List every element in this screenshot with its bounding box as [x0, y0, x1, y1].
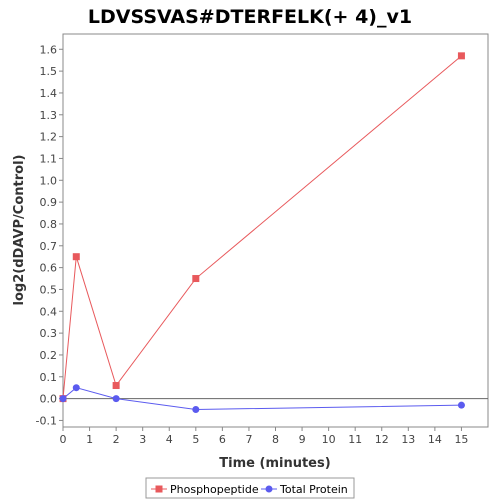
- x-tick-label: 4: [166, 433, 173, 446]
- data-point: [72, 384, 80, 392]
- y-tick-label: 1.5: [40, 65, 58, 78]
- x-axis-label: Time (minutes): [219, 456, 330, 471]
- x-tick-label: 2: [113, 433, 120, 446]
- x-tick-label: 9: [299, 433, 306, 446]
- y-tick-label: 0.3: [40, 327, 58, 340]
- data-point: [59, 395, 67, 403]
- y-axis: -0.1 0.0 0.1 0.2 0.3 0.4 0.5 0.6 0.7 0.8 0.9 1.0 1.1…: [36, 43, 63, 427]
- x-tick-label: 6: [219, 433, 226, 446]
- x-tick-label: 0: [60, 433, 67, 446]
- legend-label: Phosphopeptide: [170, 483, 259, 496]
- y-axis-label: log2(dDAVP/Control): [12, 155, 27, 306]
- legend-label: Total Protein: [279, 483, 348, 496]
- y-tick-label: 1.0: [40, 174, 58, 187]
- x-tick-label: 8: [272, 433, 279, 446]
- data-point: [112, 395, 120, 403]
- series-layer: [59, 52, 465, 414]
- data-point: [457, 401, 465, 409]
- y-tick-label: 0.2: [40, 349, 58, 362]
- x-tick-label: 13: [401, 433, 415, 446]
- y-tick-label: 0.6: [40, 262, 58, 275]
- x-axis: 0 1 2 3 4 5 6 7 8 9 10 11 12 13 14 15: [60, 427, 468, 446]
- chart-title: LDVSSVAS#DTERFELK(+ 4)_v1: [88, 6, 412, 28]
- legend-marker: [265, 485, 273, 493]
- y-tick-label: -0.1: [36, 414, 57, 427]
- legend-box: [145, 477, 355, 499]
- x-tick-label: 3: [139, 433, 146, 446]
- x-tick-label: 5: [192, 433, 199, 446]
- x-tick-label: 7: [245, 433, 252, 446]
- y-tick-label: 0.5: [40, 283, 58, 296]
- legend: Phosphopeptide Total Protein: [145, 477, 355, 499]
- data-point: [72, 253, 80, 261]
- plot-area: [62, 33, 489, 428]
- y-tick-label: 1.6: [40, 43, 58, 56]
- x-tick-label: 11: [348, 433, 362, 446]
- y-tick-label: 0.1: [40, 371, 58, 384]
- x-tick-label: 12: [375, 433, 389, 446]
- y-tick-label: 1.4: [40, 87, 58, 100]
- data-point: [192, 406, 200, 414]
- y-tick-label: 0.0: [40, 393, 58, 406]
- x-tick-label: 10: [322, 433, 336, 446]
- y-tick-label: 1.3: [40, 109, 58, 122]
- x-tick-label: 15: [454, 433, 468, 446]
- y-tick-label: 0.4: [40, 305, 58, 318]
- y-tick-label: 1.2: [40, 131, 58, 144]
- y-tick-label: 0.7: [40, 240, 58, 253]
- data-point: [112, 382, 120, 390]
- x-tick-label: 14: [428, 433, 442, 446]
- y-tick-label: 0.8: [40, 218, 58, 231]
- y-tick-label: 1.1: [40, 152, 58, 165]
- legend-marker: [155, 485, 163, 493]
- data-point: [457, 52, 465, 60]
- x-tick-label: 1: [86, 433, 93, 446]
- data-point: [192, 275, 200, 283]
- y-tick-label: 0.9: [40, 196, 58, 209]
